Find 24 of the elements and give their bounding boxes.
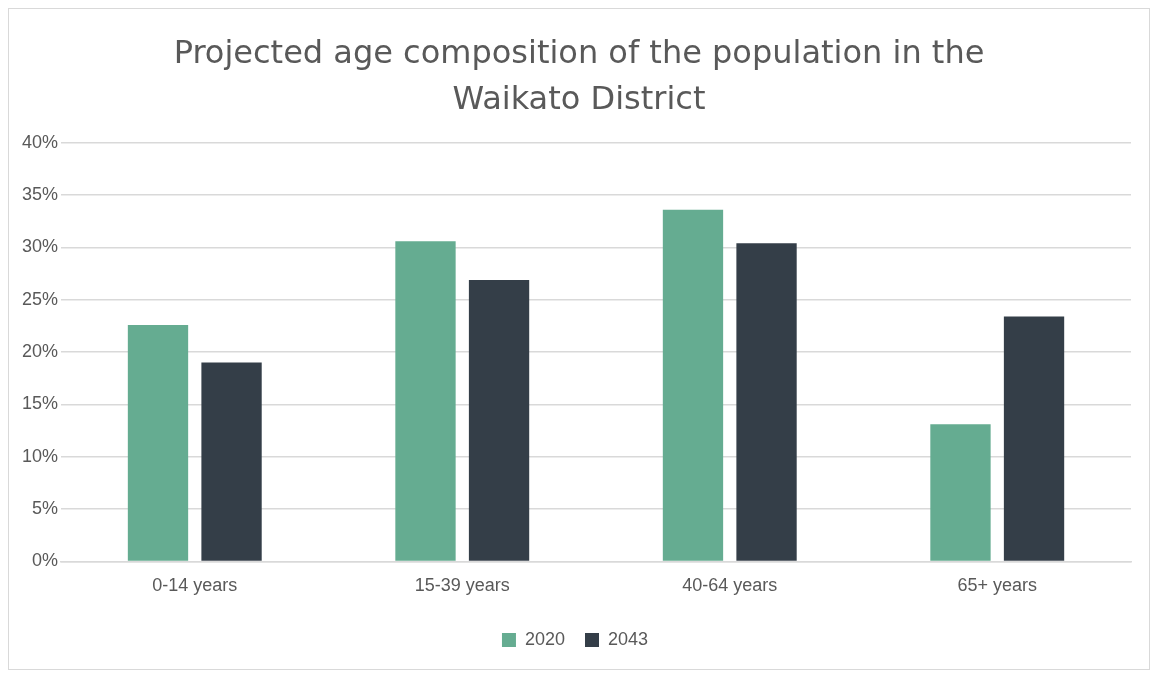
- chart-title: Projected age composition of the population in the Waikato District: [172, 32, 986, 119]
- bar: [395, 241, 456, 561]
- y-tick-label: 25%: [22, 288, 59, 309]
- x-tick-label: 15-39 years: [414, 575, 510, 596]
- x-tick-label: 65+ years: [957, 575, 1038, 596]
- bar: [736, 243, 797, 561]
- legend-label: 2020: [524, 628, 565, 649]
- y-tick-label: 30%: [22, 236, 59, 257]
- x-tick-label: 40-64 years: [682, 575, 778, 596]
- y-tick-label: 20%: [22, 341, 59, 362]
- bar: [127, 324, 189, 561]
- x-tick-label: 0-14 years: [152, 575, 238, 596]
- y-tick-label: 35%: [22, 184, 59, 205]
- y-tick-label: 40%: [22, 131, 59, 152]
- y-tick-label: 15%: [22, 393, 59, 414]
- bar: [201, 362, 262, 561]
- bar: [1003, 316, 1065, 561]
- bar: [930, 424, 991, 561]
- y-tick-label: 0%: [32, 550, 59, 571]
- legend-label: 2043: [608, 628, 649, 649]
- bar: [468, 279, 530, 561]
- y-tick-label: 5%: [32, 498, 59, 519]
- bar: [662, 209, 724, 561]
- y-tick-label: 10%: [22, 445, 59, 466]
